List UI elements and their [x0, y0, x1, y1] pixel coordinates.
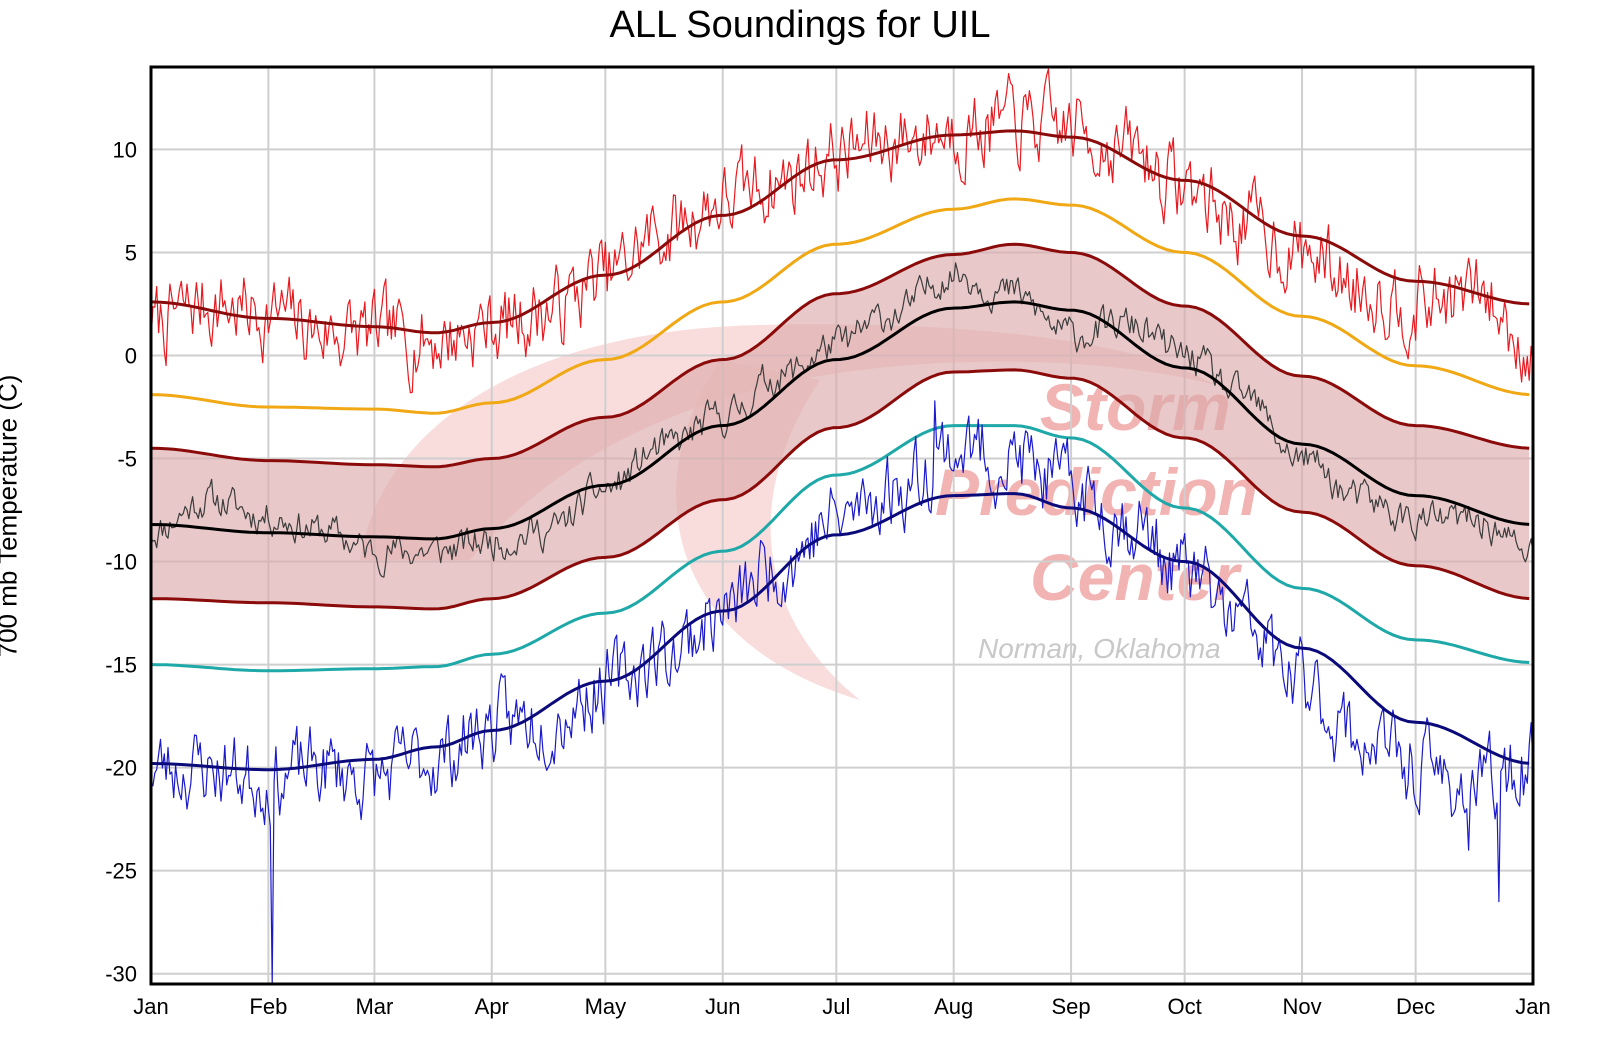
series-percentile-10 — [150, 424, 1530, 673]
x-tick-label: Jun — [705, 994, 740, 1019]
x-tick-label: Jul — [822, 994, 850, 1019]
y-tick-label: 10 — [113, 137, 137, 162]
y-ticks: 10 5 0 -5 -10 -15 -20 -25 -30 — [105, 137, 137, 986]
series-max-moving-avg — [150, 129, 1530, 335]
series-mean — [150, 300, 1530, 541]
y-tick-label: -10 — [105, 550, 137, 575]
x-tick-label: Oct — [1168, 994, 1202, 1019]
series-record-max — [150, 68, 1534, 394]
x-tick-label: Mar — [355, 994, 393, 1019]
x-tick-label: Apr — [475, 994, 509, 1019]
watermark-line-2: Prediction — [935, 455, 1258, 529]
y-tick-label: 5 — [125, 240, 137, 265]
x-tick-label: Dec — [1396, 994, 1435, 1019]
series-percentile-90 — [150, 197, 1530, 415]
y-tick-label: -20 — [105, 756, 137, 781]
chart-title: ALL Soundings for UIL — [609, 4, 991, 46]
y-tick-label: -5 — [117, 447, 137, 472]
x-tick-label: Nov — [1282, 994, 1321, 1019]
x-tick-label: Jan — [133, 994, 168, 1019]
watermark-location: Norman, Oklahoma — [978, 633, 1221, 664]
x-tick-label: Aug — [934, 994, 973, 1019]
series-record-min — [150, 400, 1534, 985]
series-min-moving-avg — [150, 492, 1530, 772]
x-tick-label: Sep — [1051, 994, 1090, 1019]
plot-frame — [149, 65, 1535, 986]
x-tick-label: Jan — [1515, 994, 1550, 1019]
series-plus-1sd — [150, 242, 1530, 469]
series-observed — [150, 262, 1534, 578]
series-layer — [150, 68, 1534, 985]
x-tick-label: May — [585, 994, 627, 1019]
watermark-line-3: Center — [1030, 540, 1242, 614]
x-tick-label: Feb — [249, 994, 287, 1019]
y-tick-label: -30 — [105, 962, 137, 987]
series-minus-1sd — [151, 368, 1530, 611]
y-tick-label: -25 — [105, 859, 137, 884]
y-tick-label: -15 — [105, 653, 137, 678]
y-tick-label: 0 — [125, 343, 137, 368]
watermark-swirl — [360, 324, 1215, 560]
x-ticks: Jan Feb Mar Apr May Jun Jul Aug Sep Oct Nov Dec Jan — [133, 994, 1550, 1019]
